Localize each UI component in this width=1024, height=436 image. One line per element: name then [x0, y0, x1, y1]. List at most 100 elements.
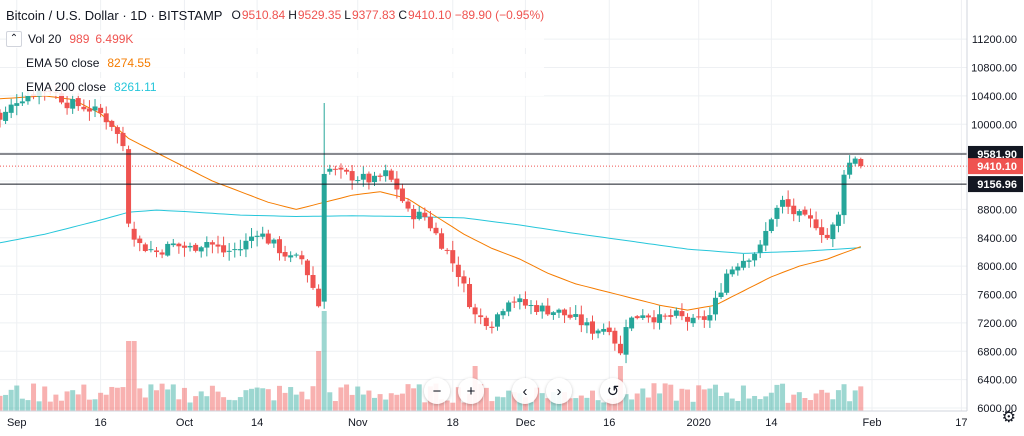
y-tick-label: 6000.00 — [977, 403, 1017, 415]
volume-bar — [120, 387, 126, 411]
candle-body — [858, 158, 864, 167]
volume-bar — [70, 390, 76, 411]
volume-bar — [304, 399, 310, 411]
candle-body — [8, 104, 14, 113]
candle-body — [478, 315, 484, 318]
candle-body — [746, 260, 752, 262]
candle-body — [623, 327, 629, 355]
candle-body — [232, 249, 238, 251]
x-tick-label: Nov — [348, 417, 368, 429]
candle-body — [86, 108, 92, 112]
candle-body — [483, 317, 489, 327]
gear-icon[interactable]: ⚙ — [1001, 409, 1016, 426]
high-value: 9529.35 — [297, 8, 342, 22]
volume-bar — [511, 392, 517, 411]
candle-body — [271, 239, 277, 244]
candle-body — [707, 315, 713, 321]
volume-bar — [142, 397, 148, 411]
candle-body — [75, 98, 81, 107]
candle-body — [181, 245, 187, 248]
collapse-legend-button[interactable]: ⌃ — [6, 31, 22, 47]
candle-body — [668, 315, 674, 317]
volume-bar — [75, 394, 81, 411]
candle-body — [645, 315, 651, 318]
candle-body — [740, 260, 746, 268]
volume-bar — [64, 391, 70, 411]
volume-bar — [494, 396, 500, 411]
volume-bar — [47, 401, 53, 411]
volume-bar — [785, 402, 791, 411]
candle-body — [489, 326, 495, 328]
volume-bar — [807, 400, 813, 411]
volume-bar — [612, 397, 618, 411]
volume-bar — [774, 384, 780, 411]
candle-body — [383, 170, 389, 177]
volume-bar — [422, 402, 428, 411]
zoom-out-button[interactable]: − — [424, 378, 450, 404]
volume-bar — [522, 397, 528, 411]
candle-body — [830, 224, 836, 240]
volume-bar — [724, 392, 730, 411]
candle-body — [673, 310, 679, 316]
volume-bar — [634, 393, 640, 411]
volume-bar — [411, 388, 417, 411]
volume-bar — [288, 387, 294, 411]
volume-bar — [416, 384, 422, 411]
candle-body — [573, 314, 579, 317]
candle-body — [14, 103, 20, 106]
candle-body — [126, 149, 132, 224]
volume-bar — [539, 393, 545, 411]
volume-bar — [791, 394, 797, 411]
candle-body — [550, 312, 556, 316]
scroll-right-button[interactable]: › — [546, 378, 572, 404]
candle-body — [662, 315, 668, 317]
volume-bar — [701, 389, 707, 411]
low-value: 9377.83 — [351, 8, 396, 22]
volume-bar — [578, 395, 584, 411]
candle-body — [411, 208, 417, 220]
indicator-ema200[interactable]: EMA 200 close 8261.11 — [26, 78, 545, 96]
candle-body — [735, 266, 741, 271]
y-tick-label: 11200.00 — [972, 34, 1017, 46]
candle-body — [422, 212, 428, 217]
volume-bar — [623, 394, 629, 411]
volume-bar — [181, 387, 187, 411]
zoom-in-button[interactable]: + — [458, 378, 484, 404]
candle-body — [774, 207, 780, 219]
volume-bar — [567, 398, 573, 411]
candle-body — [712, 297, 718, 315]
volume-bar — [802, 398, 808, 411]
y-tick-label: 8800.00 — [977, 204, 1017, 216]
y-tick-label: 8000.00 — [977, 261, 1017, 273]
candle-body — [237, 249, 243, 251]
scroll-left-button[interactable]: ‹ — [512, 378, 538, 404]
x-tick-label: 16 — [603, 417, 615, 429]
candle-body — [506, 302, 512, 312]
volume-bar — [58, 400, 64, 411]
volume-bar — [14, 385, 20, 411]
volume-bar — [249, 388, 255, 411]
candle-body — [316, 288, 322, 307]
candle-body — [785, 199, 791, 207]
volume-bar — [405, 384, 411, 411]
open-label: O — [231, 8, 241, 22]
candle-body — [193, 244, 199, 251]
volume-bar — [299, 391, 305, 411]
price-label-box — [968, 145, 1023, 162]
candle-body — [187, 245, 193, 248]
candle-body — [98, 107, 104, 114]
indicator-volume[interactable]: ⌃ Vol 20 989 6.499K — [6, 30, 545, 48]
close-label: C — [398, 8, 408, 22]
price-label: 9581.90 — [977, 149, 1017, 161]
chart-toolbar: − + ‹ › ↺ — [424, 378, 626, 404]
candle-body — [763, 230, 769, 246]
volume-bar — [293, 394, 299, 411]
volume-bar — [226, 399, 232, 411]
candle-body — [455, 264, 461, 278]
reset-chart-button[interactable]: ↺ — [600, 378, 626, 404]
indicator-ema50[interactable]: EMA 50 close 8274.55 — [26, 54, 545, 72]
volume-bar — [215, 391, 221, 411]
candle-body — [841, 174, 847, 216]
symbol-title[interactable]: Bitcoin / U.S. Dollar · 1D · BITSTAMP — [6, 7, 223, 23]
volume-bar — [271, 400, 277, 411]
